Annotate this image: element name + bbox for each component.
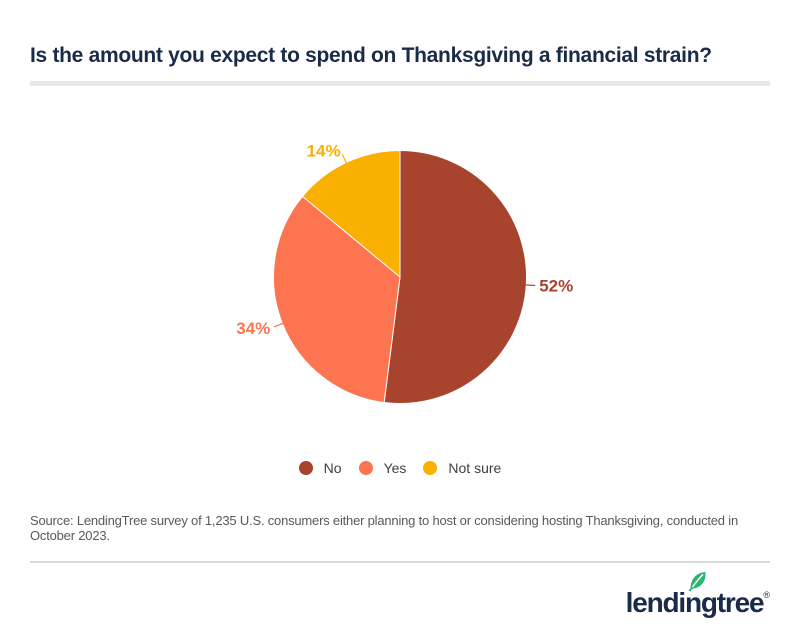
- legend-swatch-not-sure: [423, 461, 438, 475]
- legend-swatch-yes: [358, 461, 373, 475]
- logo-text-wrap: lendingtree®: [625, 572, 770, 618]
- label-leader-line-no: [524, 284, 536, 287]
- registered-mark: ®: [763, 590, 770, 600]
- leaf-icon: [688, 572, 706, 592]
- legend-swatch-no: [298, 461, 313, 475]
- legend-label-not-sure: Not sure: [448, 460, 502, 476]
- pie-data-label-no: 52%: [539, 276, 573, 295]
- legend-item-no[interactable]: No: [298, 460, 342, 476]
- legend-label-no: No: [323, 460, 342, 476]
- chart-legend: No Yes Not sure: [0, 458, 800, 478]
- pie-data-label-not-sure: 14%: [307, 141, 341, 160]
- logo-text: lendingtree: [625, 587, 765, 618]
- chart-title: Is the amount you expect to spend on Tha…: [30, 44, 712, 67]
- legend-item-not-sure[interactable]: Not sure: [423, 460, 501, 476]
- lendingtree-logo: lendingtree®: [625, 572, 770, 618]
- title-divider: [30, 81, 770, 86]
- label-leader-line-not-sure: [341, 154, 348, 165]
- pie-slice-no[interactable]: [383, 149, 527, 404]
- legend-item-yes[interactable]: Yes: [358, 460, 407, 476]
- label-leader-line-yes: [273, 322, 285, 328]
- pie-chart: 52% 34% 14%: [236, 141, 573, 404]
- footer-divider: [30, 561, 770, 563]
- legend-label-yes: Yes: [383, 460, 407, 476]
- source-note: Source: LendingTree survey of 1,235 U.S.…: [30, 513, 738, 543]
- pie-data-label-yes: 34%: [236, 319, 270, 338]
